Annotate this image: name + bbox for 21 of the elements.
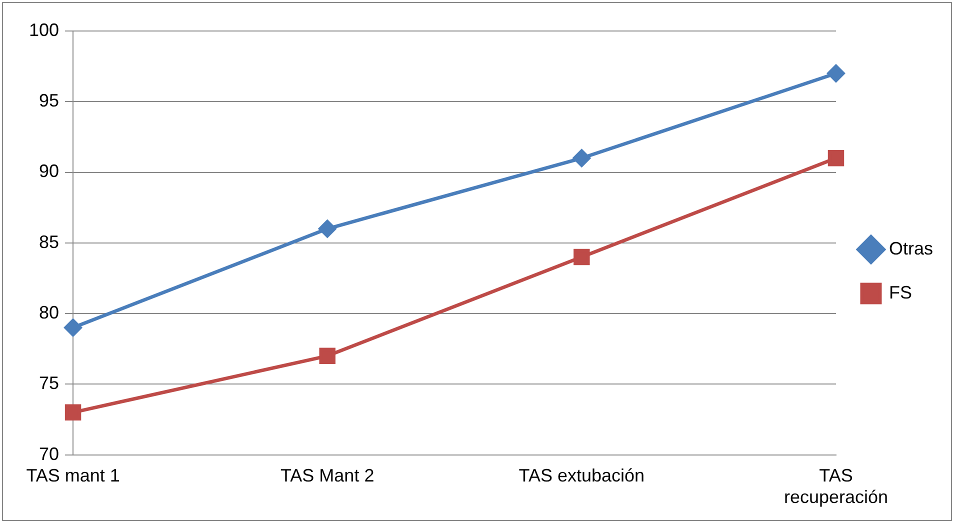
y-tick-label: 80 <box>39 302 60 322</box>
legend-label: Otras <box>888 238 934 258</box>
point <box>828 150 844 166</box>
x-tick-label: TAS mant 1 <box>26 466 120 486</box>
x-tick-label: TAS extubación <box>518 466 645 486</box>
y-tick-label: 85 <box>39 232 60 252</box>
point <box>64 318 82 336</box>
legend-label: FS <box>888 282 912 302</box>
point <box>572 149 590 167</box>
point <box>827 64 845 82</box>
y-tick-label: 100 <box>28 20 60 40</box>
y-tick-label: 90 <box>39 161 60 182</box>
point <box>319 348 336 364</box>
point <box>318 220 336 238</box>
x-tick-label: TAS Mant 2 <box>280 466 374 486</box>
y-tick-label: 75 <box>39 373 60 394</box>
point <box>574 248 590 266</box>
x-tick-label: TAS recuperación <box>784 466 888 508</box>
y-tick-label: 95 <box>39 90 60 111</box>
point <box>64 404 82 421</box>
y-tick-label: 70 <box>39 444 60 464</box>
